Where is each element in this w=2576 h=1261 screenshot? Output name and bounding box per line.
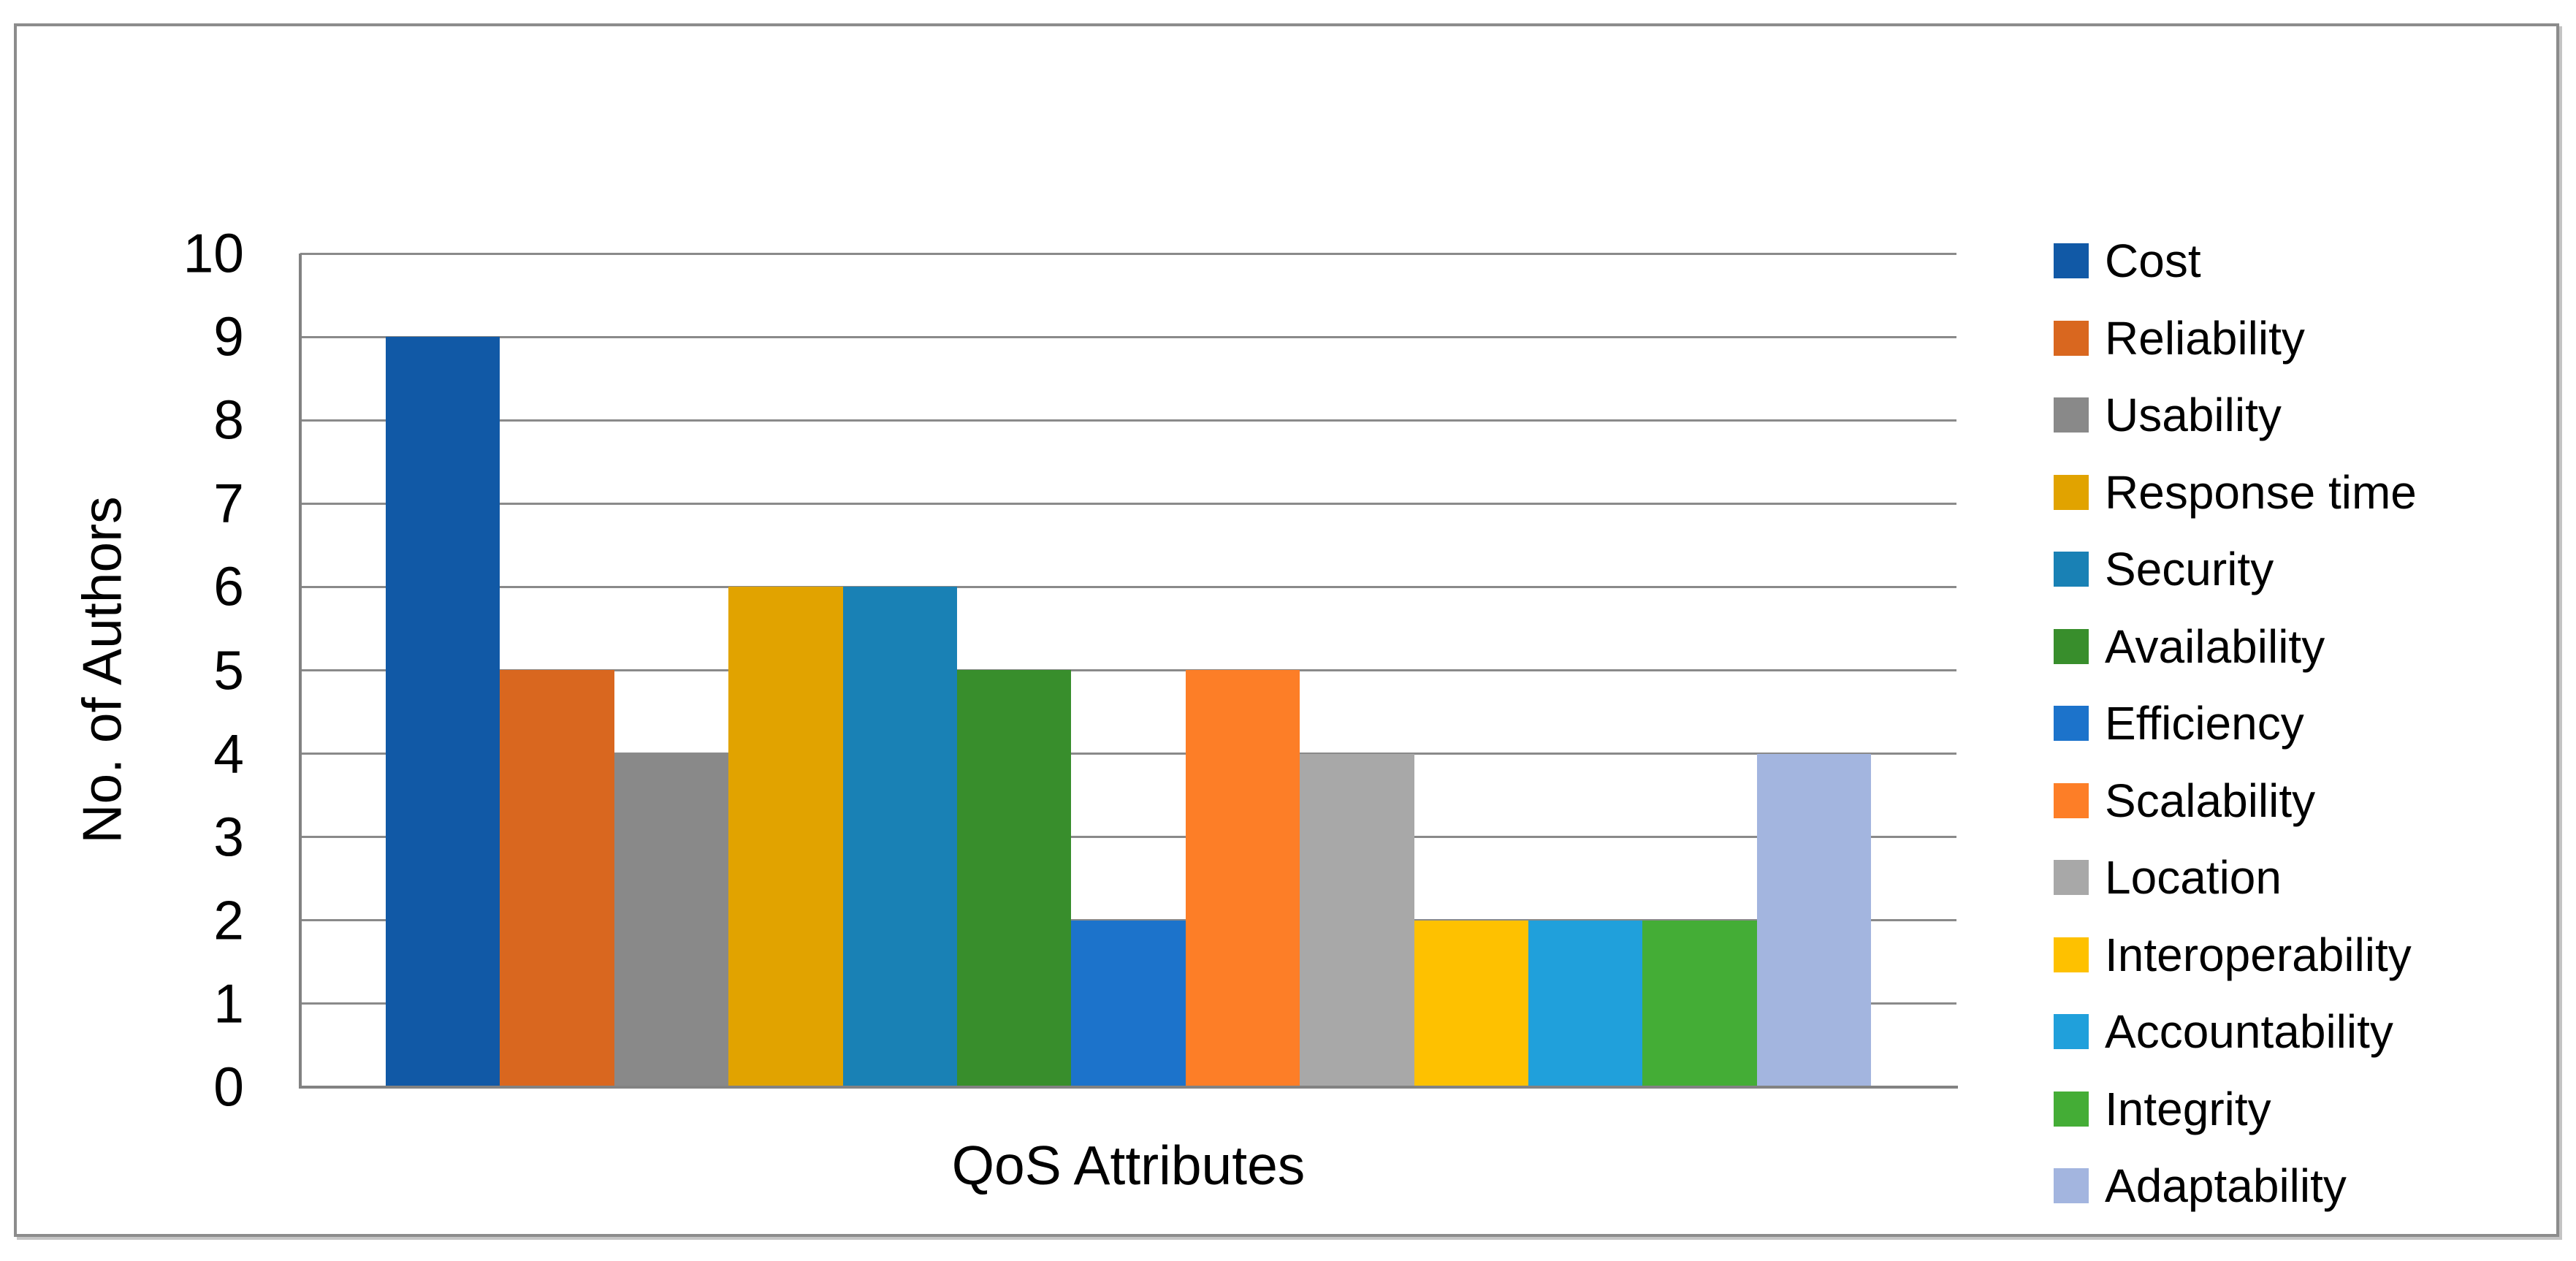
y-tick-label-9: 9: [213, 305, 244, 367]
legend-item-adaptability: Adaptability: [2054, 1159, 2347, 1212]
bar-reliability: [500, 670, 614, 1087]
legend-item-scalability: Scalability: [2054, 774, 2316, 827]
legend-item-efficiency: Efficiency: [2054, 697, 2304, 750]
bar-location: [1300, 754, 1414, 1087]
legend-item-accountability: Accountability: [2054, 1005, 2393, 1058]
gridline-10: [300, 252, 1956, 255]
gridline-9: [300, 335, 1956, 338]
x-axis-line: [299, 1086, 1958, 1089]
y-tick-label-6: 6: [213, 555, 244, 617]
gridline-5: [300, 669, 1956, 671]
legend-swatch-cost: [2054, 243, 2089, 278]
legend-item-usability: Usability: [2054, 392, 2282, 438]
legend-swatch-security: [2054, 552, 2089, 587]
legend-swatch-accountability: [2054, 1014, 2089, 1049]
bar-usability: [614, 754, 728, 1087]
legend-label-interoperability: Interoperability: [2105, 928, 2412, 981]
legend-label-scalability: Scalability: [2105, 774, 2316, 827]
x-axis-title: QoS Attributes: [951, 1135, 1306, 1196]
gridline-6: [300, 585, 1956, 588]
legend-item-cost: Cost: [2054, 235, 2201, 287]
bar-security: [843, 587, 957, 1087]
legend-item-reliability: Reliability: [2054, 311, 2305, 365]
bar-integrity: [1642, 921, 1757, 1087]
y-tick-label-3: 3: [213, 806, 244, 868]
legend-label-adaptability: Adaptability: [2105, 1159, 2347, 1212]
legend-label-response-time: Response time: [2105, 465, 2417, 519]
legend-item-response-time: Response time: [2054, 465, 2417, 519]
legend-swatch-efficiency: [2054, 706, 2089, 741]
y-axis-line: [299, 254, 302, 1089]
legend-label-location: Location: [2105, 851, 2282, 904]
bar-interoperability: [1414, 921, 1528, 1087]
legend-swatch-adaptability: [2054, 1168, 2089, 1203]
gridline-2: [300, 919, 1956, 922]
y-tick-label-5: 5: [213, 639, 244, 701]
bar-adaptability: [1757, 754, 1871, 1087]
legend-label-efficiency: Efficiency: [2105, 697, 2304, 750]
bar-response-time: [728, 587, 843, 1087]
bar-scalability: [1186, 670, 1300, 1087]
y-tick-label-4: 4: [213, 723, 244, 785]
legend-label-security: Security: [2105, 543, 2274, 595]
legend-swatch-integrity: [2054, 1091, 2089, 1127]
legend-item-interoperability: Interoperability: [2054, 932, 2412, 978]
legend-item-integrity: Integrity: [2054, 1086, 2271, 1132]
legend-item-location: Location: [2054, 851, 2282, 904]
y-tick-label-10: 10: [183, 222, 244, 284]
gridline-4: [300, 753, 1956, 755]
gridline-3: [300, 836, 1956, 839]
plot-area: [299, 252, 1958, 1089]
legend-swatch-location: [2054, 860, 2089, 895]
legend-swatch-response-time: [2054, 474, 2089, 510]
legend-label-integrity: Integrity: [2105, 1082, 2271, 1135]
legend-label-reliability: Reliability: [2105, 311, 2305, 365]
gridline-7: [300, 502, 1956, 505]
legend-swatch-availability: [2054, 628, 2089, 664]
legend-swatch-scalability: [2054, 782, 2089, 818]
bar-efficiency: [1071, 921, 1186, 1087]
legend-label-availability: Availability: [2105, 620, 2325, 673]
legend-item-security: Security: [2054, 543, 2274, 595]
y-tick-label-0: 0: [213, 1056, 244, 1118]
y-axis-tick-labels: 0 1 2 3 4 5 6 7 8 9 10: [91, 226, 244, 1114]
legend-label-cost: Cost: [2105, 235, 2201, 287]
gridline-8: [300, 419, 1956, 422]
y-tick-label-2: 2: [213, 889, 244, 951]
legend-swatch-interoperability: [2054, 937, 2089, 972]
legend-swatch-usability: [2054, 397, 2089, 433]
legend-swatch-reliability: [2054, 320, 2089, 356]
bar-accountability: [1528, 921, 1642, 1087]
y-tick-label-8: 8: [213, 389, 244, 451]
legend-label-accountability: Accountability: [2105, 1005, 2393, 1058]
bar-cost: [386, 337, 500, 1087]
bar-availability: [957, 670, 1071, 1087]
y-tick-label-7: 7: [213, 472, 244, 534]
legend-label-usability: Usability: [2105, 389, 2282, 441]
y-tick-label-1: 1: [213, 972, 244, 1035]
legend-item-availability: Availability: [2054, 620, 2325, 673]
